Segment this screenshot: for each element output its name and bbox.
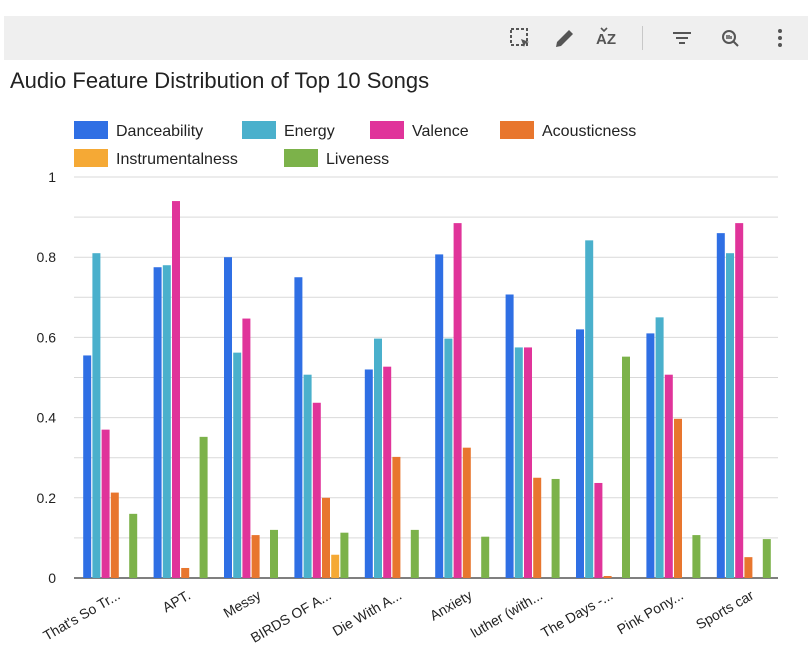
- x-tick-label: APT.: [159, 587, 193, 616]
- bar-energy: [444, 338, 453, 578]
- chart-toolbar: AZ: [4, 16, 808, 60]
- x-tick-label: BIRDS OF A...: [248, 587, 334, 646]
- bar-acousticness: [674, 418, 682, 578]
- bar-valence: [383, 366, 392, 578]
- bar-energy: [514, 347, 523, 578]
- x-tick-label: Sports car: [693, 587, 757, 633]
- bar-energy: [726, 253, 734, 578]
- bar-acousticness: [462, 447, 471, 578]
- bar-valence: [101, 429, 110, 578]
- bar-liveness: [692, 535, 701, 578]
- bar-energy: [162, 265, 171, 578]
- y-tick-label: 0: [48, 570, 56, 586]
- legend-label: Acousticness: [542, 123, 636, 140]
- legend-label: Valence: [412, 123, 469, 140]
- x-tick-label: Anxiety: [427, 587, 475, 624]
- legend-label: Energy: [284, 123, 335, 140]
- bar-danceability: [576, 329, 584, 578]
- bar-liveness: [340, 532, 349, 578]
- bar-danceability: [716, 233, 725, 578]
- bar-liveness: [129, 513, 138, 578]
- bar-acousticness: [322, 497, 330, 578]
- bar-danceability: [83, 355, 92, 578]
- x-tick-label: Messy: [220, 587, 263, 621]
- filter-icon[interactable]: [668, 24, 696, 52]
- legend-swatch-energy: [242, 121, 276, 139]
- bar-valence: [453, 223, 462, 579]
- y-tick-label: 1: [48, 169, 56, 185]
- legend-swatch-liveness: [284, 149, 318, 167]
- y-tick-label: 0.4: [37, 410, 57, 426]
- bar-danceability: [294, 277, 303, 578]
- legend-swatch-valence: [370, 121, 404, 139]
- zoom-icon[interactable]: [716, 24, 744, 52]
- bar-acousticness: [251, 535, 260, 578]
- more-vert-icon[interactable]: [766, 24, 794, 52]
- legend-swatch-instrumentalness: [74, 149, 108, 167]
- bar-danceability: [646, 333, 655, 578]
- legend-swatch-danceability: [74, 121, 108, 139]
- bar-danceability: [153, 267, 162, 578]
- bar-energy: [585, 240, 594, 578]
- bar-liveness: [410, 529, 419, 578]
- bar-danceability: [364, 369, 373, 578]
- y-tick-label: 0.6: [37, 329, 57, 345]
- svg-text:AZ: AZ: [596, 31, 616, 48]
- x-tick-label: luther (with...: [468, 587, 545, 641]
- chart-title: Audio Feature Distribution of Top 10 Son…: [10, 68, 430, 93]
- bar-energy: [303, 374, 312, 578]
- x-tick-label: The Days -...: [538, 587, 615, 641]
- toolbar-separator: [642, 26, 643, 50]
- bar-energy: [92, 253, 101, 578]
- legend-label: Instrumentalness: [116, 151, 238, 168]
- bar-acousticness: [533, 477, 542, 578]
- bar-energy: [233, 352, 242, 578]
- edit-pencil-icon[interactable]: [551, 24, 579, 52]
- bar-valence: [735, 223, 744, 579]
- legend-label: Liveness: [326, 151, 389, 168]
- bar-liveness: [622, 356, 630, 578]
- bar-acousticness: [110, 492, 119, 578]
- bar-acousticness: [744, 557, 753, 578]
- bar-danceability: [435, 254, 444, 578]
- select-region-icon[interactable]: [506, 24, 534, 52]
- bar-valence: [312, 402, 321, 578]
- legend-swatch-acousticness: [500, 121, 534, 139]
- bar-valence: [594, 482, 603, 578]
- y-tick-label: 0.8: [37, 249, 57, 265]
- bar-energy: [374, 338, 382, 578]
- legend-label: Danceability: [116, 123, 203, 140]
- sort-az-icon[interactable]: AZ: [594, 24, 622, 52]
- bar-valence: [524, 347, 532, 578]
- x-tick-label: Die With A...: [330, 587, 405, 639]
- bar-energy: [655, 317, 664, 578]
- bar-acousticness: [603, 575, 612, 578]
- bar-acousticness: [392, 456, 401, 578]
- bar-valence: [242, 318, 251, 578]
- bar-liveness: [270, 529, 278, 578]
- bar-danceability: [224, 257, 232, 578]
- y-tick-label: 0.2: [37, 490, 57, 506]
- bar-valence: [172, 201, 180, 578]
- x-tick-label: That's So Tr...: [40, 587, 122, 644]
- bar-liveness: [199, 436, 208, 578]
- bar-liveness: [481, 536, 490, 578]
- bar-liveness: [551, 478, 560, 578]
- bar-liveness: [762, 539, 771, 578]
- bar-valence: [664, 374, 673, 578]
- bar-danceability: [505, 294, 514, 578]
- bar-acousticness: [181, 567, 190, 578]
- bar-instrumentalness: [331, 554, 340, 578]
- x-tick-label: Pink Pony...: [614, 587, 686, 638]
